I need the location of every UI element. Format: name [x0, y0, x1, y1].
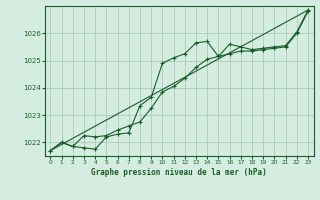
X-axis label: Graphe pression niveau de la mer (hPa): Graphe pression niveau de la mer (hPa) [91, 168, 267, 177]
